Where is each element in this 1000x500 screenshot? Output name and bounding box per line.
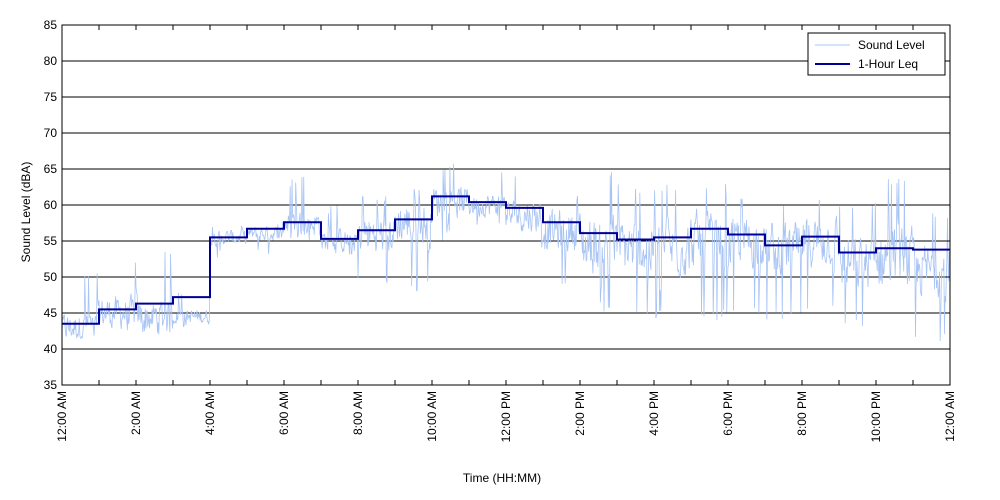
x-tick-label: 10:00 AM	[425, 391, 439, 442]
y-axis-label: Sound Level (dBA)	[19, 162, 33, 263]
y-tick-label: 40	[44, 342, 58, 356]
x-tick-label: 4:00 PM	[647, 391, 661, 436]
x-tick-label: 12:00 AM	[943, 391, 957, 442]
x-tick-label: 4:00 AM	[203, 391, 217, 435]
y-axis-ticks: 35 40 45 50 55 60 65 70 75 80 85	[44, 18, 950, 392]
x-tick-label: 2:00 PM	[573, 391, 587, 436]
x-tick-label: 6:00 AM	[277, 391, 291, 435]
y-tick-label: 75	[44, 90, 58, 104]
y-tick-label: 50	[44, 270, 58, 284]
y-tick-label: 70	[44, 126, 58, 140]
y-tick-label: 80	[44, 54, 58, 68]
y-tick-label: 65	[44, 162, 58, 176]
x-tick-label: 8:00 PM	[795, 391, 809, 436]
y-tick-label: 85	[44, 18, 58, 32]
y-tick-label: 60	[44, 198, 58, 212]
leq-step-line	[62, 195, 950, 325]
x-tick-label: 10:00 PM	[869, 391, 883, 442]
legend-box	[807, 32, 946, 76]
y-tick-label: 35	[44, 378, 58, 392]
x-tick-label: 8:00 AM	[351, 391, 365, 435]
legend-label-sound-level: Sound Level	[858, 38, 925, 52]
legend: Sound Level 1-Hour Leq	[807, 32, 946, 76]
x-tick-label: 6:00 PM	[721, 391, 735, 436]
x-tick-label: 12:00 PM	[499, 391, 513, 442]
x-axis-label: Time (HH:MM)	[463, 471, 541, 485]
x-tick-label: 2:00 AM	[129, 391, 143, 435]
x-axis-ticks: 12:00 AM 2:00 AM 4:00 AM 6:00 AM 8:00 AM 10:0…	[55, 25, 957, 442]
x-tick-label: 12:00 AM	[55, 391, 69, 442]
y-tick-label: 45	[44, 306, 58, 320]
legend-label-leq: 1-Hour Leq	[858, 57, 918, 71]
y-tick-label: 55	[44, 234, 58, 248]
leq-series	[62, 195, 950, 325]
